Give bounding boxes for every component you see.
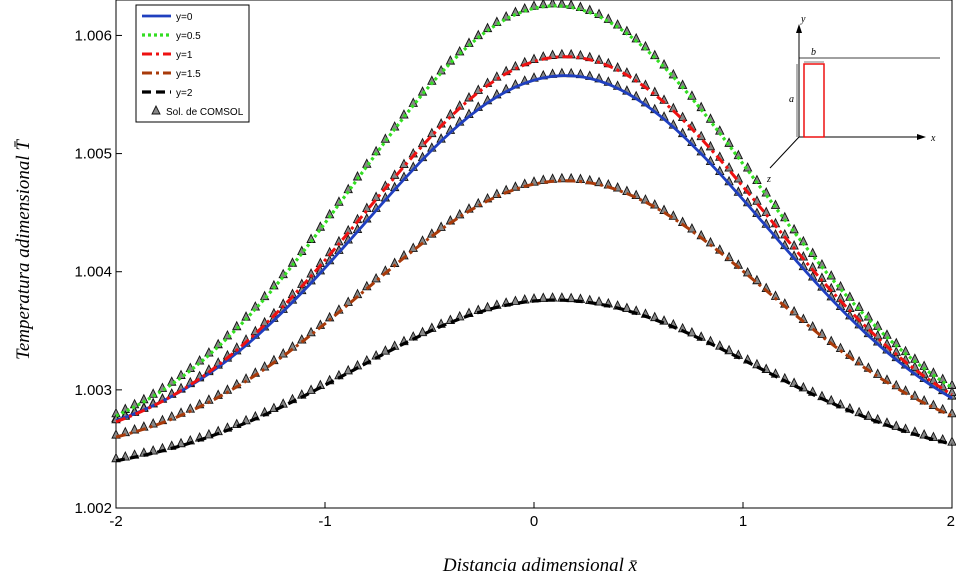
x-tick-label: 2 [947,513,955,530]
legend-label: y=2 [176,88,193,99]
legend-label: y=1 [176,50,193,61]
comsol-marker [417,86,428,96]
legend-box [135,4,250,123]
series-line-0 [115,74,953,422]
comsol-marker [334,196,344,206]
comsol-marker [445,108,456,119]
series-line-3 [115,179,953,439]
y-tick-label: 1.003 [74,382,112,399]
legend-label: y=0 [176,12,193,23]
comsol-marker [454,310,465,321]
comsol-marker [724,251,734,262]
inset-label-z: z [766,174,771,185]
comsol-marker [241,414,251,425]
comsol-marker [482,301,493,312]
series-lines [115,4,953,463]
comsol-marker [176,437,186,448]
comsol-marker [650,86,660,97]
series-line-1 [115,4,953,418]
comsol-marker [807,247,818,257]
inset-label-x: x [930,133,936,144]
legend-label: y=0.5 [176,31,201,42]
series-line-2 [115,55,953,424]
comsol-marker [622,302,632,312]
inset-label-a: a [789,94,794,105]
inset-diagram: y x z a b [766,14,940,185]
x-tick-label: 0 [530,513,538,530]
x-tick-label: -1 [318,513,331,530]
comsol-marker [148,418,158,428]
y-tick-label: 1.004 [74,264,112,281]
comsol-marker [650,311,660,322]
y-axis: 1.002 1.003 1.004 1.005 1.006 [74,27,122,517]
comsol-marker [510,295,521,305]
inset-y-arrow [796,24,802,33]
y-tick-label: 1.002 [74,500,112,517]
series-line-4 [115,298,953,463]
inset-label-b: b [811,47,816,58]
inset-label-y: y [800,14,806,25]
y-tick-label: 1.005 [74,146,112,163]
comsol-marker [380,133,391,143]
x-axis: -2 -1 0 1 2 [109,502,955,530]
comsol-marker [789,377,799,387]
legend-label: Sol. de COMSOL [166,107,244,118]
comsol-marker [538,292,549,302]
legend: y=0 y=0.5 y=1 y=1.5 y=2 Sol. de COMSOL [135,4,250,123]
comsol-marker [854,301,864,311]
comsol-marker [789,223,799,234]
comsol-marker [306,384,316,394]
comsol-marker [566,292,576,303]
x-tick-label: -2 [109,513,122,530]
legend-marker-swatch [151,104,161,115]
comsol-marker [687,326,697,337]
inset-x-arrow [917,134,926,140]
comsol-marker [659,59,669,69]
inset-z-axis [769,136,800,169]
comsol-marker [947,386,956,397]
comsol-marker [343,364,353,375]
legend-label: y=1.5 [176,69,201,80]
x-tick-label: 1 [739,513,747,530]
comsol-marker [232,320,242,331]
x-axis-title: Distancia adimensional x̄ [442,555,638,576]
inset-fin [803,63,825,138]
comsol-marker [687,90,697,100]
comsol-marker [594,296,604,306]
comsol-marker [826,270,836,280]
y-tick-label: 1.006 [74,27,112,44]
comsol-marker [705,113,716,123]
y-axis-title: Temperatura adimensional T̄ [13,139,34,360]
comsol-marker [445,55,456,65]
comsol-marker [724,137,734,147]
comsol-markers [111,0,956,463]
comsol-marker [826,394,836,405]
comsol-marker [947,436,956,446]
comsol-marker [380,345,391,355]
comsol-marker [417,326,428,337]
